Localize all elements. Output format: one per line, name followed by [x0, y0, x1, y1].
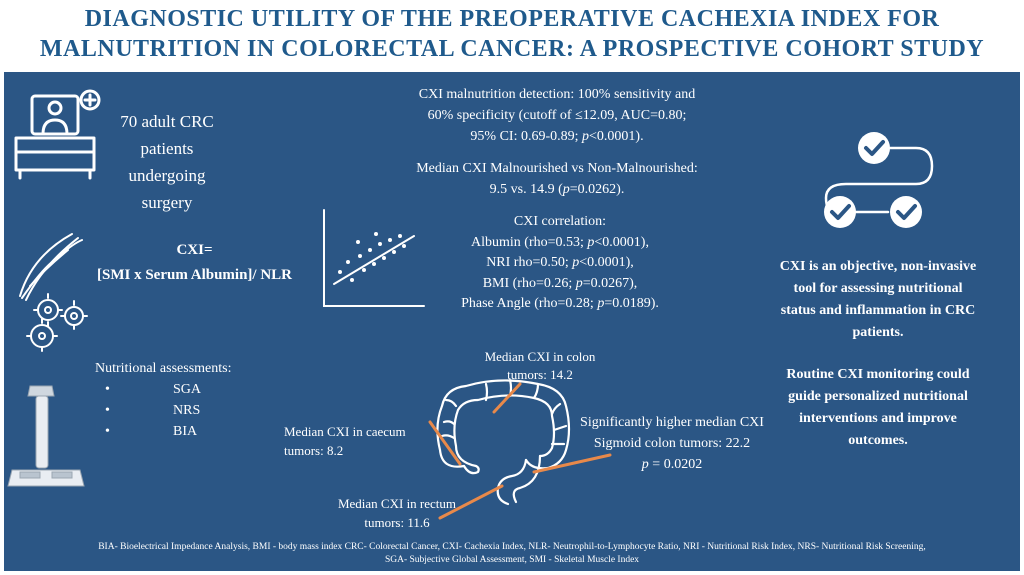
sigmoid-label: Significantly higher median CXI Sigmoid …: [566, 412, 778, 475]
abstract-panel: [4, 72, 1020, 571]
cohort-line-4: surgery: [141, 193, 193, 212]
conclusion-p1-line-2: tool for assessing nutritional: [793, 281, 963, 296]
colon-icon: [436, 378, 571, 506]
detection-line-1: CXI malnutrition detection: 100% sensiti…: [418, 87, 696, 102]
patient-bed-icon: [14, 89, 101, 180]
conclusion-p1-line-1: CXI is an objective, non-invasive: [779, 259, 977, 274]
sigmoid-p-value: p = 0.0202: [641, 457, 703, 472]
sigmoid-label-1: Significantly higher median CXI: [580, 415, 764, 430]
colon-label-2: tumors: 14.2: [507, 367, 573, 382]
conclusion-p2-line-3: interventions and improve: [799, 411, 957, 426]
rectum-label-2: tumors: 11.6: [364, 515, 430, 530]
rectum-label: Median CXI in rectum tumors: 11.6: [322, 494, 472, 532]
caecum-label-1: Median CXI in caecum: [284, 424, 406, 439]
cohort-text: 70 adult CRC patients undergoing surgery: [102, 108, 232, 216]
cohort-line-2: patients: [140, 139, 194, 158]
abbreviations-footer: BIA- Bioelectrical Impedance Analysis, B…: [0, 541, 1024, 567]
conclusion-p1-line-4: patients.: [852, 325, 904, 340]
page-title: DIAGNOSTIC UTILITY OF THE PREOPERATIVE C…: [0, 4, 1024, 64]
caecum-label: Median CXI in caecum tumors: 8.2: [284, 422, 434, 460]
assessments-heading: Nutritional assessments:: [95, 361, 232, 376]
correlation-phase-angle: Phase Angle (rho=0.28; p=0.0189).: [461, 296, 659, 311]
correlation-heading: CXI correlation:: [513, 214, 607, 229]
pointer-caecum: [428, 420, 462, 466]
formula-line-1: CXI=: [176, 242, 213, 258]
correlation-nri: NRI rho=0.50; p<0.0001),: [486, 255, 634, 270]
title-line-2: MALNUTRITION IN COLORECTAL CANCER: A PRO…: [39, 36, 985, 62]
sigmoid-label-2: Sigmoid colon tumors: 22.2: [593, 436, 751, 451]
scatter-plot-icon: [323, 209, 425, 307]
pointer-sigmoid: [532, 453, 612, 474]
median-text: Median CXI Malnourished vs Non-Malnouris…: [372, 158, 742, 200]
cohort-line-3: undergoing: [128, 166, 206, 185]
assessment-item-bia: • BIA: [105, 424, 198, 439]
colon-label-1: Median CXI in colon: [484, 349, 596, 364]
footer-line-1: BIA- Bioelectrical Impedance Analysis, B…: [98, 542, 926, 552]
bia-scale-icon: [7, 385, 85, 487]
footer-line-2: SGA- Subjective Global Assessment, SMI -…: [384, 555, 640, 565]
rectum-label-1: Median CXI in rectum: [337, 496, 457, 511]
muscle-cells-icon: [19, 233, 88, 352]
checklist-icon: [824, 132, 934, 228]
cohort-line-1: 70 adult CRC: [120, 112, 214, 131]
conclusion-p2-line-2: guide personalized nutritional: [788, 389, 968, 404]
correlation-text: CXI correlation: Albumin (rho=0.53; p<0.…: [430, 212, 690, 315]
assessment-item-nrs: • NRS: [105, 403, 201, 418]
colon-label: Median CXI in colon tumors: 14.2: [470, 348, 610, 384]
conclusion-p1-line-3: status and inflammation in CRC: [780, 303, 976, 318]
cxi-formula: CXI= [SMI x Serum Albumin]/ NLR: [92, 238, 297, 288]
caecum-label-2: tumors: 8.2: [284, 443, 344, 458]
detection-text: CXI malnutrition detection: 100% sensiti…: [372, 84, 742, 147]
formula-line-2: [SMI x Serum Albumin]/ NLR: [96, 267, 293, 283]
detection-line-3: 95% CI: 0.69-0.89; p<0.0001).: [470, 129, 644, 144]
conclusion-text: CXI is an objective, non-invasive tool f…: [758, 256, 998, 452]
conclusion-p2-line-4: outcomes.: [848, 433, 908, 448]
assessments-block: Nutritional assessments: • SGA • NRS • BIA: [95, 358, 295, 442]
correlation-bmi: BMI (rho=0.26; p=0.0267),: [482, 275, 638, 291]
pointer-rectum: [438, 484, 504, 520]
conclusion-p2-line-1: Routine CXI monitoring could: [786, 367, 970, 382]
pointer-colon: [492, 382, 522, 414]
title-line-1: DIAGNOSTIC UTILITY OF THE PREOPERATIVE C…: [84, 6, 940, 32]
median-line-2: 9.5 vs. 14.9 (p=0.0262).: [489, 182, 625, 197]
assessment-item-sga: • SGA: [105, 382, 202, 397]
correlation-albumin: Albumin (rho=0.53; p<0.0001),: [471, 234, 649, 250]
median-line-1: Median CXI Malnourished vs Non-Malnouris…: [416, 161, 698, 176]
detection-line-2: 60% specificity (cutoff of ≤12.09, AUC=0…: [427, 108, 687, 123]
